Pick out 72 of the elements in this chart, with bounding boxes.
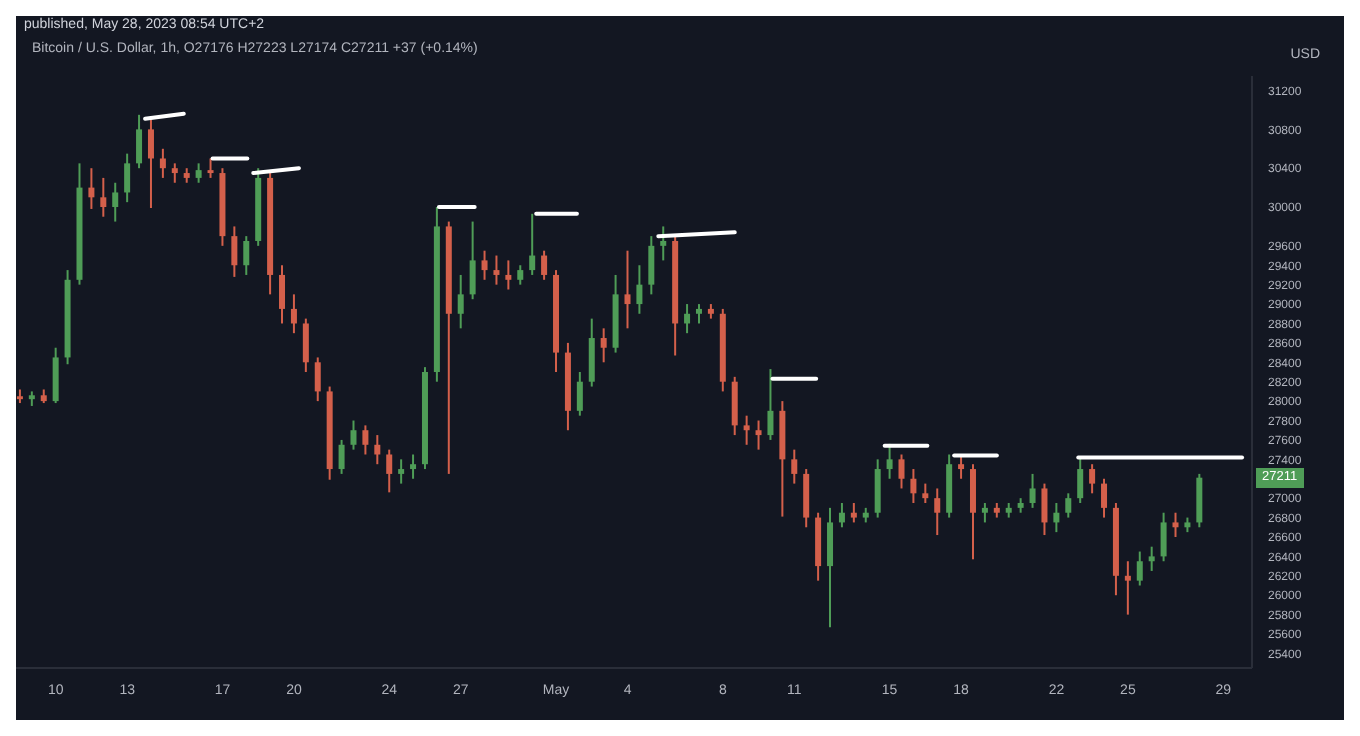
- candlestick: [731, 375, 738, 437]
- candlestick: [827, 506, 834, 629]
- candlestick: [886, 442, 893, 480]
- candlestick: [981, 502, 988, 524]
- candlestick: [195, 162, 202, 184]
- candlestick: [469, 220, 476, 301]
- candlestick: [136, 113, 143, 170]
- candlestick: [88, 167, 95, 210]
- candlestick: [171, 162, 178, 184]
- candlestick: [529, 212, 536, 276]
- candlestick: [1041, 482, 1048, 537]
- candlestick: [1077, 456, 1084, 505]
- candlestick: [541, 249, 548, 281]
- candlestick: [505, 259, 512, 291]
- candlestick: [898, 453, 905, 490]
- candlestick: [576, 371, 583, 417]
- candlestick: [874, 458, 881, 519]
- candlestick: [481, 249, 488, 281]
- candlestick: [147, 118, 154, 209]
- candlestick: [493, 254, 500, 286]
- candlestick: [290, 293, 297, 335]
- candlestick: [624, 249, 631, 330]
- candlestick: [314, 356, 321, 403]
- candlestick: [52, 346, 59, 405]
- candlestick: [398, 458, 405, 485]
- candlestick: [386, 448, 393, 494]
- candlestick: [374, 434, 381, 466]
- candlestick: [517, 264, 524, 286]
- candlestick: [791, 448, 798, 485]
- candlestick: [910, 468, 917, 505]
- candlestick: [684, 303, 691, 335]
- candlestick: [850, 502, 857, 524]
- candlestick: [124, 152, 131, 204]
- candlestick: [1124, 560, 1131, 616]
- candlestick: [1196, 472, 1203, 529]
- candlestick: [1053, 502, 1060, 534]
- candlestick: [636, 264, 643, 315]
- candlestick: [231, 225, 238, 278]
- candlestick: [1029, 472, 1036, 509]
- candlestick: [600, 327, 607, 364]
- candlestick: [207, 157, 214, 179]
- candlestick: [1160, 511, 1167, 563]
- candlestick: [660, 225, 667, 262]
- candlestick: [1101, 477, 1108, 519]
- candlestick: [1172, 511, 1179, 538]
- candlestick: [159, 147, 166, 179]
- candlestick: [302, 317, 309, 373]
- candlestick: [100, 176, 107, 218]
- candlestick: [969, 463, 976, 561]
- candlestick: [362, 424, 369, 456]
- candlestick: [695, 303, 702, 325]
- candlestick: [767, 368, 774, 441]
- candlestick: [838, 502, 845, 529]
- candlestick: [958, 453, 965, 480]
- candlestick: [1089, 463, 1096, 495]
- candlestick: [755, 419, 762, 451]
- candlestick: [648, 235, 655, 296]
- candlestick: [243, 235, 250, 276]
- candlestick: [934, 487, 941, 537]
- candlestick: [457, 273, 464, 330]
- candlestick: [922, 482, 929, 505]
- candlestick: [350, 419, 357, 451]
- candlestick: [1148, 545, 1155, 572]
- candlestick: [803, 468, 810, 529]
- candlestick: [279, 264, 286, 325]
- candlestick: [112, 181, 119, 223]
- candlestick: [1136, 550, 1143, 587]
- candlestick: [338, 438, 345, 475]
- candlestick: [410, 453, 417, 480]
- candlestick: [588, 317, 595, 388]
- candlestick: [743, 414, 750, 446]
- candlestick: [1065, 492, 1072, 519]
